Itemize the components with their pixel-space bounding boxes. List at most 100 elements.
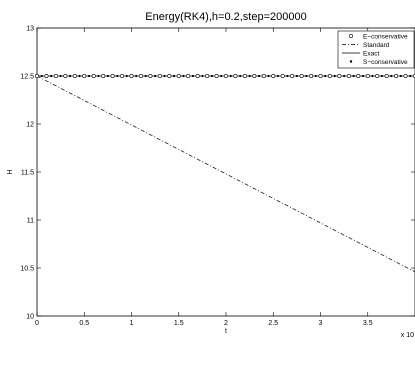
e-conservative-point [299, 74, 304, 79]
s-conservative-point [305, 74, 308, 78]
s-conservative-point [229, 74, 232, 78]
s-conservative-point [125, 74, 128, 78]
chart-title: Energy(RK4),h=0.2,step=200000 [145, 11, 306, 23]
s-conservative-point [163, 74, 166, 78]
e-conservative-point [356, 74, 361, 79]
s-conservative-point [116, 74, 119, 78]
y-tick-label: 11 [27, 218, 34, 225]
x-tick-label: 2.5 [268, 320, 278, 327]
e-conservative-point [91, 74, 96, 79]
x-tick-label: 1.5 [174, 320, 184, 327]
series-layer [34, 74, 415, 273]
s-conservative-point [276, 74, 280, 78]
y-tick-label: 12.5 [20, 74, 34, 81]
e-conservative-point [72, 74, 77, 79]
legend-swatch-s-conservative [349, 60, 353, 63]
e-conservative-point [176, 74, 181, 79]
s-conservative-point [68, 74, 72, 78]
s-conservative-point [87, 74, 91, 78]
y-tick-label: 13 [26, 26, 34, 33]
s-conservative-point [97, 74, 100, 78]
s-conservative-point [390, 74, 393, 78]
legend-label: E−conservative [363, 33, 408, 40]
e-conservative-point [224, 74, 229, 79]
e-conservative-point [252, 74, 257, 79]
s-conservative-point [333, 74, 336, 78]
s-conservative-point [324, 74, 327, 78]
s-conservative-point [172, 74, 176, 78]
e-conservative-point [337, 74, 342, 79]
s-conservative-point [314, 74, 317, 78]
e-conservative-point [120, 74, 125, 79]
x-axis-label: t [225, 328, 227, 335]
x-tick-label: 1 [130, 320, 134, 327]
legend-label: Exact [363, 50, 379, 57]
x-tick-label: 3.5 [363, 320, 373, 327]
s-conservative-point [191, 74, 195, 78]
e-conservative-point [195, 74, 200, 79]
x-axis-multiplier: x 10 [401, 332, 414, 339]
s-conservative-point [135, 74, 138, 78]
e-conservative-point [271, 74, 276, 79]
s-conservative-point [380, 74, 384, 78]
s-conservative-point [239, 74, 242, 78]
e-conservative-point [129, 74, 134, 79]
e-conservative-point [403, 74, 408, 79]
s-conservative-point [78, 74, 81, 78]
s-conservative-point [106, 74, 109, 78]
e-conservative-point [148, 74, 153, 79]
y-axis-label: H [7, 169, 14, 174]
s-conservative-point [361, 74, 365, 78]
s-conservative-point [286, 74, 289, 78]
e-conservative-point [318, 74, 323, 79]
e-conservative-point [394, 74, 399, 79]
s-conservative-point [248, 74, 251, 78]
e-conservative-point [365, 74, 370, 79]
e-conservative-point [186, 74, 191, 79]
e-conservative-point [242, 74, 247, 79]
x-tick-label: 0 [35, 320, 39, 327]
e-conservative-point [101, 74, 106, 79]
s-conservative-point [40, 74, 43, 78]
s-conservative-point [210, 74, 213, 78]
e-conservative-point [233, 74, 238, 79]
e-conservative-point [290, 74, 295, 79]
y-tick-label: 11.5 [21, 170, 34, 177]
s-conservative-point [352, 74, 355, 78]
e-conservative-point [214, 74, 219, 79]
s-conservative-point [220, 74, 223, 78]
s-conservative-point [295, 74, 298, 78]
e-conservative-point [34, 74, 39, 79]
s-conservative-point [371, 74, 374, 78]
y-tick-label: 12 [26, 122, 34, 129]
e-conservative-point [138, 74, 143, 79]
s-conservative-point [154, 74, 157, 78]
legend-label: Standard [363, 42, 390, 49]
s-conservative-point [409, 74, 412, 78]
s-conservative-point [257, 74, 261, 78]
plot-frame [36, 27, 415, 317]
e-conservative-point [346, 74, 351, 79]
e-conservative-point [63, 74, 68, 79]
s-conservative-point [343, 74, 346, 78]
e-conservative-point [327, 74, 332, 79]
series-standard-line [36, 75, 415, 273]
e-conservative-point [261, 74, 266, 79]
e-conservative-point [82, 74, 87, 79]
s-conservative-point [50, 74, 53, 78]
e-conservative-point [205, 74, 210, 79]
s-conservative-point [201, 74, 204, 78]
s-conservative-point [399, 74, 402, 78]
s-conservative-point [182, 74, 185, 78]
e-conservative-point [53, 74, 58, 79]
x-tick-label: 2 [224, 320, 228, 327]
e-conservative-point [309, 74, 314, 79]
legend-swatch-e-conservative [348, 33, 353, 38]
legend-label: S−conservative [363, 59, 408, 66]
e-conservative-point [157, 74, 162, 79]
s-conservative-point [59, 74, 62, 78]
e-conservative-point [110, 74, 115, 79]
